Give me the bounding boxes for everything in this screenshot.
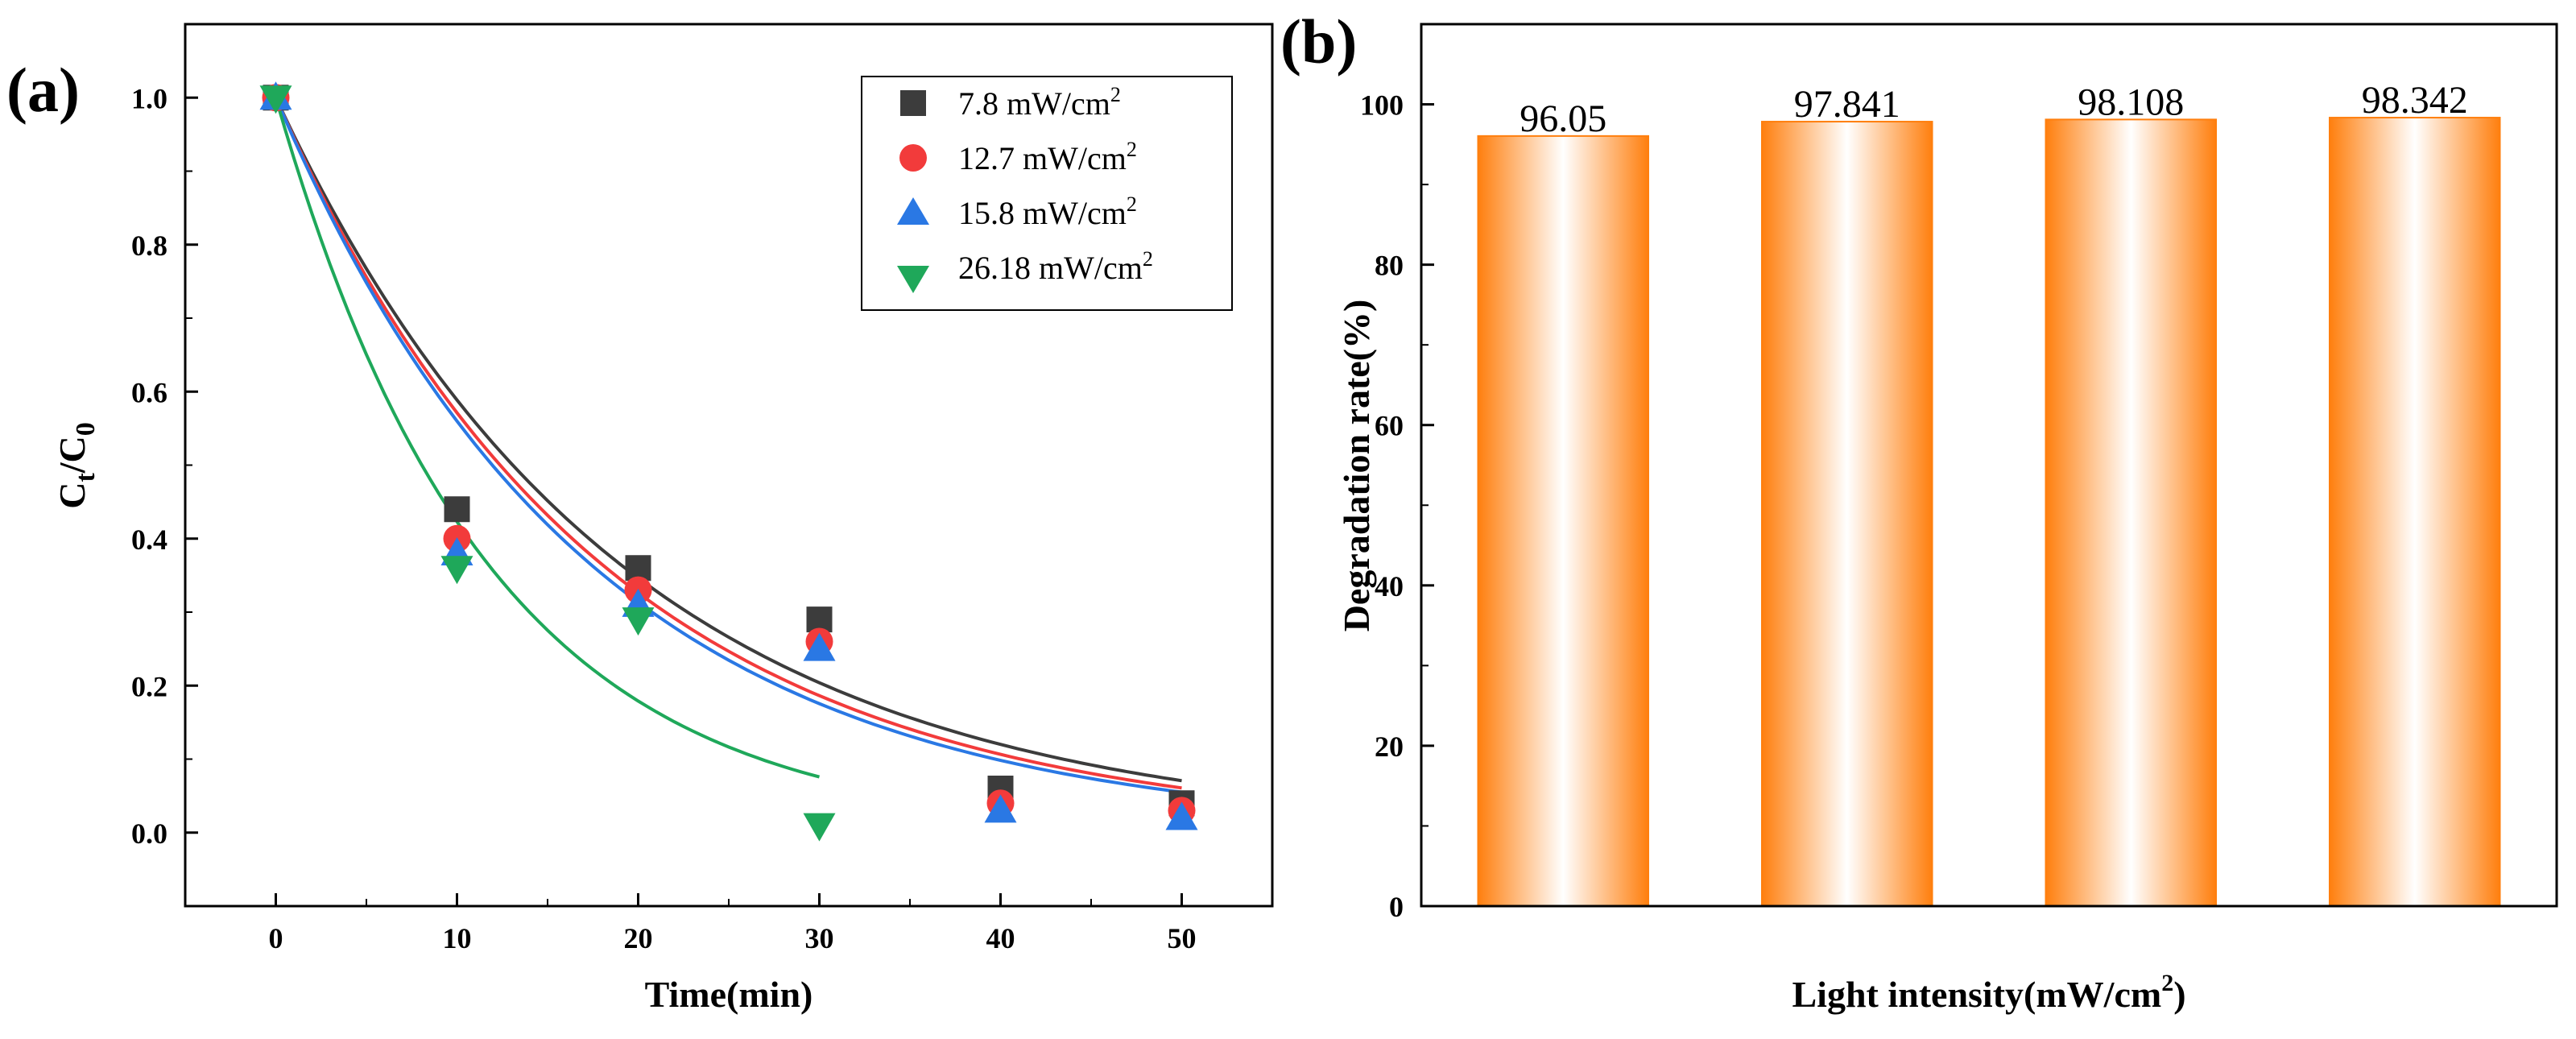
panel-b-y-tick-label: 0 — [1389, 891, 1404, 923]
series-0-point — [444, 496, 470, 523]
legend-marker-2 — [897, 197, 929, 225]
panel-a-x-tick-label: 0 — [269, 922, 283, 954]
panel-b-bars — [1477, 117, 2501, 908]
bar-value-label-0: 96.05 — [1520, 97, 1606, 140]
panel-a-x-tick-label: 40 — [986, 922, 1015, 954]
legend-marker-3 — [897, 266, 929, 293]
series-3-point — [440, 556, 473, 585]
panel-a-y-axis: 0.0 0.2 0.4 0.6 0.8 1.0 — [131, 82, 198, 850]
legend-item-3: 26.18 mW/cm2 — [897, 247, 1153, 293]
panel-a-scatter-chart: (a) 0 10 20 30 40 50 0.0 0.2 0.4 0.6 0.8 1.0 Time(… — [6, 23, 1274, 1015]
legend-label-2: 15.8 mW/cm2 — [958, 192, 1137, 231]
panel-a-legend: 7.8 mW/cm2 12.7 mW/cm2 15.8 mW/cm2 26.18… — [861, 76, 1233, 311]
panel-a-fit-curves — [274, 97, 1182, 794]
panel-a-y-tick-label: 0.4 — [131, 524, 167, 556]
bar-2 — [2045, 118, 2217, 907]
legend-label-0: 7.8 mW/cm2 — [958, 83, 1121, 122]
legend-item-0: 7.8 mW/cm2 — [900, 83, 1121, 122]
panel-b-bar-chart: (b) 96.05 97.841 98.108 98.342 0 20 40 60 80 100… — [1280, 6, 2558, 1015]
panel-a-x-tick-label: 20 — [624, 922, 653, 954]
bar-value-label-2: 98.108 — [2078, 81, 2184, 123]
series-3-point — [259, 85, 292, 114]
panel-b-plot-frame — [1420, 23, 2558, 908]
panel-a-y-tick-label: 0.6 — [131, 376, 167, 408]
panel-a-y-title-sub-t: t — [71, 473, 101, 482]
panel-a-x-axis-title: Time(min) — [645, 974, 813, 1015]
fit-curve-3 — [274, 97, 821, 779]
panel-a-y-title-sub-0: 0 — [71, 422, 101, 436]
bar-0 — [1477, 135, 1649, 907]
panel-b-y-tick-label: 20 — [1375, 731, 1404, 763]
panel-b-x-axis-title: Light intensity(mW/cm2) — [1792, 970, 2185, 1015]
panel-a-x-tick-label: 10 — [443, 922, 472, 954]
series-2-point — [1165, 801, 1198, 830]
panel-a-y-title-c: C — [52, 482, 93, 509]
panel-b-y-tick-label: 40 — [1375, 570, 1404, 602]
bar-3 — [2329, 117, 2501, 907]
legend-item-2: 15.8 mW/cm2 — [897, 192, 1137, 231]
panel-a-y-tick-label: 1.0 — [131, 82, 167, 114]
panel-b-label: (b) — [1280, 6, 1357, 77]
fit-curve-1 — [274, 97, 1182, 790]
panel-a-y-tick-label: 0.8 — [131, 230, 167, 262]
series-2-point — [803, 632, 836, 661]
bar-value-label-3: 98.342 — [2362, 79, 2468, 122]
panel-a-y-tick-label: 0.0 — [131, 818, 167, 850]
series-2-point — [984, 794, 1017, 823]
series-3-point — [622, 607, 655, 636]
legend-label-1: 12.7 mW/cm2 — [958, 138, 1137, 176]
panel-b-value-labels: 96.05 97.841 98.108 98.342 — [1520, 79, 2468, 140]
panel-b-y-axis: 0 20 40 60 80 100 — [1360, 89, 1434, 923]
panel-a-data-points — [259, 81, 1198, 842]
fit-curve-2 — [274, 97, 1182, 794]
panel-b-y-axis-title: Degradation rate(%) — [1336, 300, 1377, 632]
bar-value-label-1: 97.841 — [1794, 83, 1900, 126]
panel-a-y-title-sep: /C — [52, 436, 93, 474]
panel-b-y-tick-label: 100 — [1360, 89, 1404, 122]
bar-1 — [1761, 121, 1933, 908]
panel-a-x-axis: 0 10 20 30 40 50 — [269, 893, 1197, 954]
legend-marker-0 — [900, 90, 926, 116]
panel-b-y-tick-label: 80 — [1375, 250, 1404, 282]
panel-a-x-tick-label: 50 — [1168, 922, 1197, 954]
series-3-point — [803, 813, 836, 842]
panel-b-y-tick-label: 60 — [1375, 410, 1404, 442]
legend-label-3: 26.18 mW/cm2 — [958, 247, 1153, 286]
panel-a-x-tick-label: 30 — [805, 922, 834, 954]
panel-a-y-axis-title: Ct/C0 — [52, 422, 101, 509]
panel-a-y-tick-label: 0.2 — [131, 670, 167, 702]
legend-item-1: 12.7 mW/cm2 — [899, 138, 1137, 176]
legend-marker-1 — [899, 144, 927, 172]
panel-a-label: (a) — [6, 55, 80, 125]
fit-curve-0 — [274, 97, 1182, 783]
